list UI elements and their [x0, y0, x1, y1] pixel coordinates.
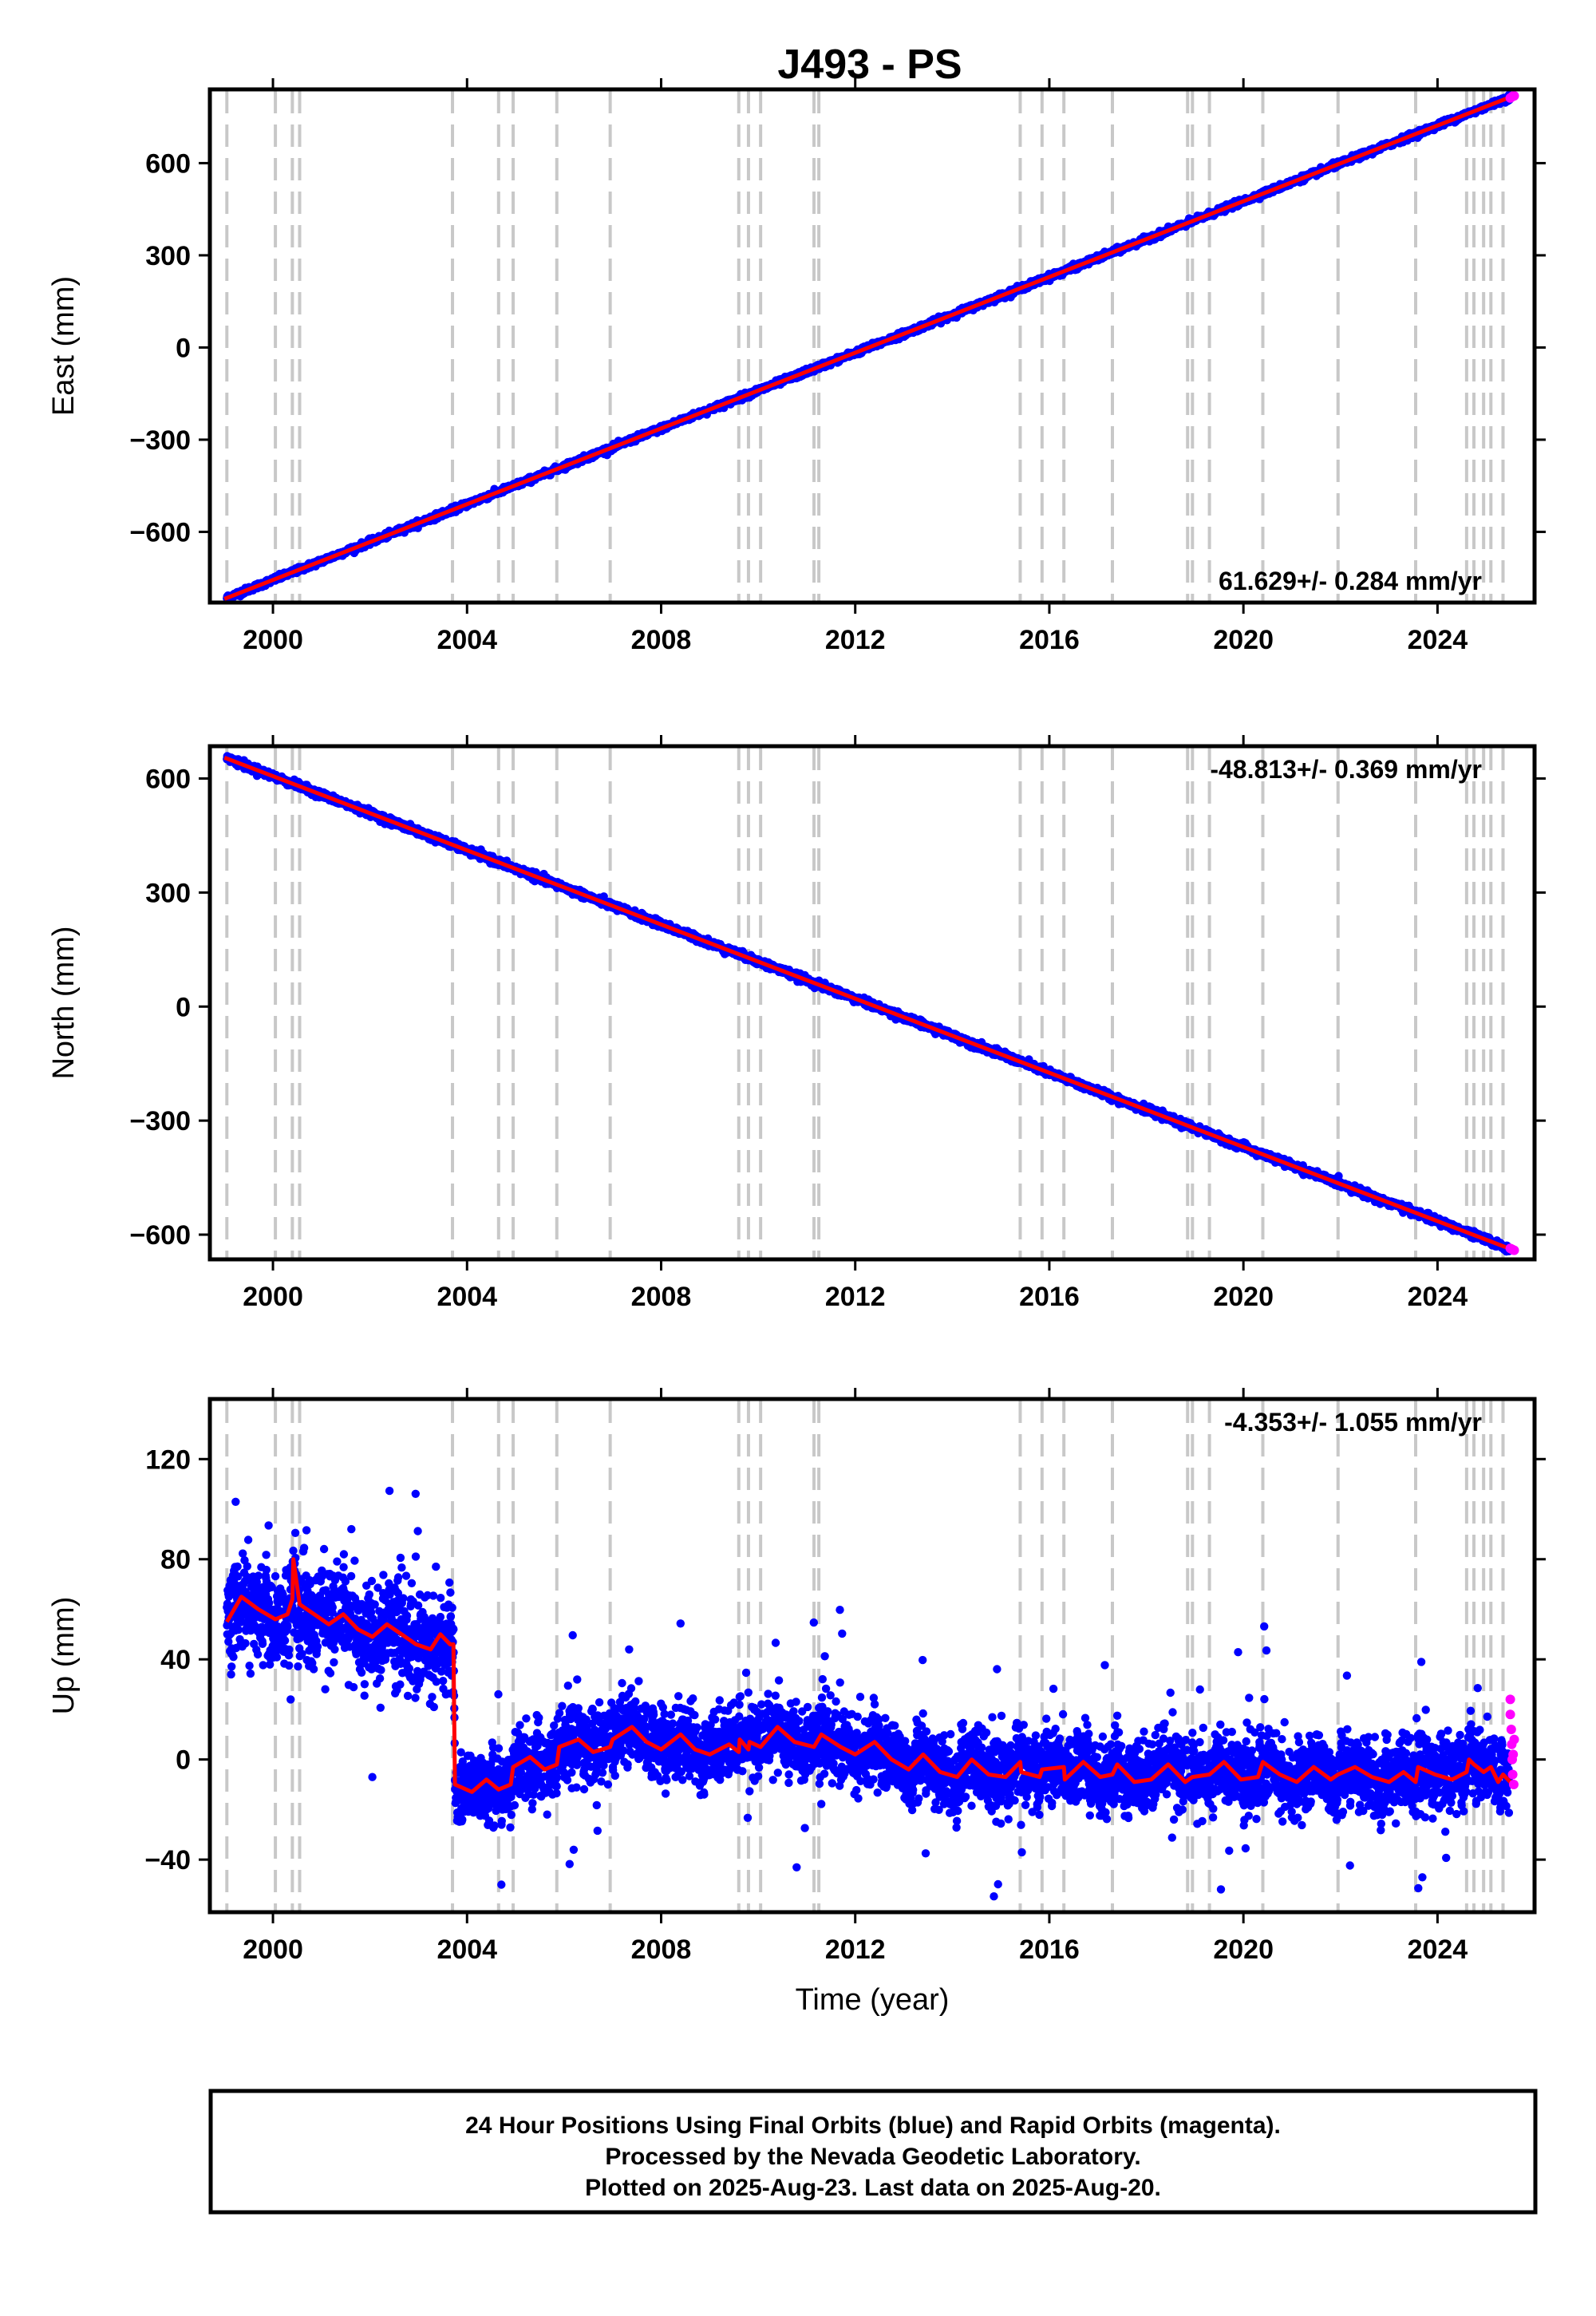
east-y-tick-label: −600: [129, 517, 191, 547]
east-x-tick-label: 2004: [437, 625, 497, 655]
east-event-lines: [225, 91, 1505, 601]
east-y-tick-label: 600: [145, 148, 191, 179]
east-y-tick-label: −300: [129, 425, 191, 456]
east-plot-frame: [207, 87, 1537, 605]
east-x-tick-label: 2000: [243, 625, 303, 655]
east-y-axis-label: East (mm): [47, 276, 81, 416]
east-rapid-point: [1509, 91, 1519, 101]
east-x-tick-label: 2024: [1408, 625, 1468, 655]
east-rapid-orbit-points: [1505, 91, 1519, 103]
chart-title: J493 - PS: [777, 41, 962, 88]
east-y-tick-label: 300: [145, 241, 191, 271]
east-x-tick-label: 2020: [1213, 625, 1274, 655]
east-rate-label: 61.629+/- 0.284 mm/yr: [1219, 567, 1482, 595]
east-y-tick-label: 0: [176, 333, 191, 363]
east-x-axis: 2000 2004 2008 2012 2016 2020 2024: [243, 78, 1468, 655]
east-y-axis: −600 −300 0 300 600: [129, 148, 1546, 547]
east-x-tick-label: 2016: [1019, 625, 1080, 655]
east-x-tick-label: 2008: [631, 625, 692, 655]
east-model-line: [223, 94, 1514, 601]
east-x-tick-label: 2012: [825, 625, 886, 655]
north-event-lines: [225, 748, 1505, 1258]
